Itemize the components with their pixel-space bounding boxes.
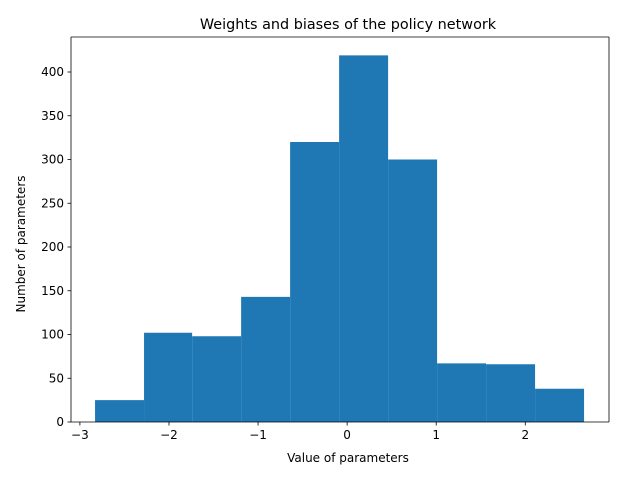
x-tick-label: 0 [343,428,351,442]
chart-title: Weights and biases of the policy network [200,17,497,33]
y-tick-label: 100 [41,328,64,342]
histogram-bar [290,142,340,422]
histogram-bar [339,55,389,422]
histogram-bar [437,363,487,422]
histogram-bar [241,296,291,422]
bars-group [95,55,585,422]
y-tick-label: 50 [49,371,64,385]
y-tick-label: 350 [41,109,64,123]
y-tick-label: 200 [41,240,64,254]
y-tick-label: 300 [41,153,64,167]
y-tick-label: 150 [41,284,64,298]
x-tick-label: −3 [71,428,89,442]
y-tick-label: 250 [41,196,64,210]
y-axis-ticks: 0 50 100 150 200 250 300 350 400 [41,65,71,429]
y-tick-label: 0 [56,415,64,429]
histogram-bar [192,336,242,422]
histogram-bar [95,400,145,422]
x-axis-ticks: −3 −2 −1 0 1 2 [71,422,529,442]
y-axis-label: Number of parameters [14,175,28,312]
histogram-bar [144,332,193,422]
histogram-bar [535,388,585,422]
histogram-bar [388,159,438,422]
x-tick-label: −2 [160,428,178,442]
x-tick-label: −1 [249,428,267,442]
histogram-bar [486,364,536,422]
x-tick-label: 2 [521,428,529,442]
x-axis-label: Value of parameters [287,451,409,465]
y-tick-label: 400 [41,65,64,79]
axes-frame [70,36,610,423]
x-tick-label: 1 [432,428,440,442]
